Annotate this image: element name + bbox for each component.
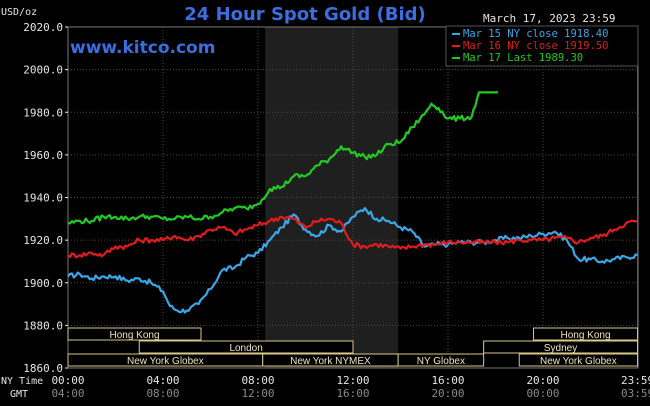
x-tick-label-ny: 04:00 (146, 374, 179, 387)
legend-entry: Mar 15 NY close 1918.40 (463, 28, 608, 40)
price-series (67, 91, 638, 314)
y-tick-label: 1860.0 (23, 362, 63, 375)
x-tick-label-ny: 23:59 (621, 374, 650, 387)
x-row-label-ny: NY Time (1, 376, 43, 387)
session-bar (518, 353, 639, 367)
session-label: Hong Kong (109, 330, 159, 341)
y-tick-label: 2020.0 (23, 21, 63, 34)
y-tick-label: 1940.0 (23, 192, 63, 205)
session-label: NY Globex (417, 356, 465, 367)
x-tick-label-ny: 16:00 (431, 374, 464, 387)
session-bar (483, 340, 639, 354)
series-line-mar-17 (67, 91, 498, 225)
legend-entry: Mar 16 NY close 1919.50 (463, 40, 608, 52)
session-label: London (229, 343, 262, 354)
series-line-mar-16 (67, 215, 638, 259)
y-tick-label: 1920.0 (23, 234, 63, 247)
legend-entry: Mar 17 Last 1989.30 (463, 52, 583, 64)
x-tick-label-ny: 12:00 (336, 374, 369, 387)
x-row-label-gmt: GMT (10, 389, 28, 400)
legend-box (445, 25, 639, 67)
x-tick-label-ny: 20:00 (526, 374, 559, 387)
x-tick-label-gmt: 20:00 (431, 387, 464, 400)
y-axis-ticks: 2020.0 2000.0 1980.0 1960.0 1940.0 1920.0 1900… (23, 21, 68, 375)
session-label: New York NYMEX (290, 356, 371, 367)
session-bar (138, 340, 354, 354)
y-tick-label: 1900.0 (23, 277, 63, 290)
y-tick-label: 1980.0 (23, 106, 63, 119)
session-label: New York Globex (127, 356, 204, 367)
x-axis-ticks: 00:0004:0008:0012:0016:0020:0023:5904:00… (51, 374, 650, 400)
x-tick-label-ny: 08:00 (241, 374, 274, 387)
x-tick-label-gmt: 00:00 (526, 387, 559, 400)
chart-date: March 17, 2023 23:59 (483, 12, 615, 25)
y-tick-label: 2000.0 (23, 64, 63, 77)
session-bar (67, 327, 202, 341)
session-label: New York Globex (540, 356, 617, 367)
session-label: Hong Kong (560, 330, 610, 341)
y-tick-label: 1880.0 (23, 319, 63, 332)
watermark-url: www.kitco.com (70, 38, 215, 58)
y-unit-label: USD/oz (1, 7, 37, 18)
x-tick-label-gmt: 04:00 (51, 387, 84, 400)
chart-title: 24 Hour Spot Gold (Bid) (184, 4, 425, 25)
x-tick-label-ny: 00:00 (51, 374, 84, 387)
x-tick-label-gmt: 12:00 (241, 387, 274, 400)
session-bar (397, 353, 485, 367)
session-label: Sydney (544, 343, 577, 354)
market-sessions: Hong Kong London New York Globex New York N… (67, 327, 639, 367)
x-tick-label-gmt: 03:59 (621, 387, 650, 400)
y-tick-label: 1960.0 (23, 149, 63, 162)
nymex-session-shade (265, 27, 399, 368)
session-bar (533, 327, 639, 341)
series-line-mar-15 (67, 207, 638, 314)
x-tick-label-gmt: 08:00 (146, 387, 179, 400)
x-tick-label-gmt: 16:00 (336, 387, 369, 400)
